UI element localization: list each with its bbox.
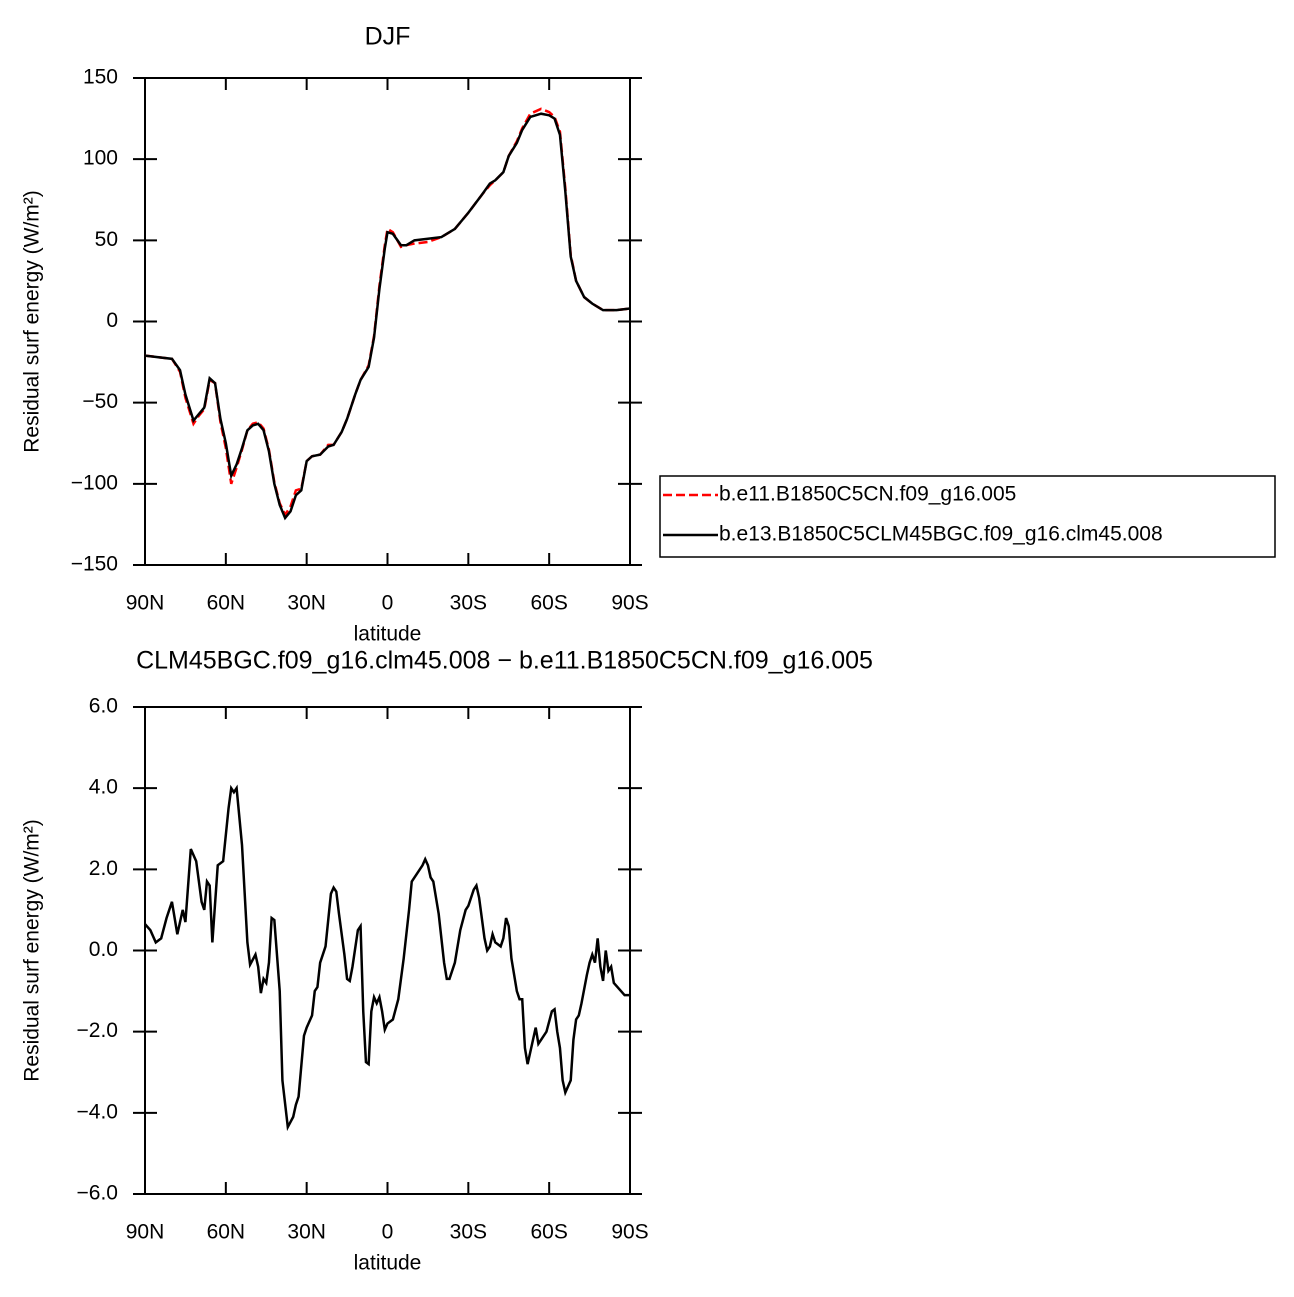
x-tick-label: 90S bbox=[611, 1221, 648, 1244]
x-tick-label: 30N bbox=[287, 592, 326, 615]
x-tick-label: 60S bbox=[530, 1221, 567, 1244]
y-tick-label: 50 bbox=[95, 228, 118, 251]
x-axis-label: latitude bbox=[354, 1252, 422, 1275]
y-tick-label: −4.0 bbox=[77, 1100, 118, 1123]
x-tick-label: 90S bbox=[611, 592, 648, 615]
x-axis-label: latitude bbox=[354, 623, 422, 646]
data-line bbox=[144, 784, 630, 1132]
y-tick-label: −50 bbox=[82, 390, 118, 413]
y-tick-label: 6.0 bbox=[89, 695, 118, 718]
x-tick-label: 30N bbox=[287, 1221, 326, 1244]
x-tick-label: 0 bbox=[382, 1221, 394, 1244]
plot-frame bbox=[144, 706, 631, 1195]
legend-label: b.e13.B1850C5CLM45BGC.f09_g16.clm45.008 bbox=[719, 523, 1163, 546]
chart-title: DJF bbox=[365, 23, 411, 51]
x-tick-label: 60N bbox=[207, 592, 246, 615]
y-tick-label: 4.0 bbox=[89, 776, 118, 799]
legend-label: b.e11.B1850C5CN.f09_g16.005 bbox=[719, 483, 1016, 506]
x-tick-label: 0 bbox=[382, 592, 394, 615]
y-tick-label: −150 bbox=[71, 553, 118, 576]
y-axis-label: Residual surf energy (W/m²) bbox=[21, 819, 44, 1082]
y-tick-label: −2.0 bbox=[77, 1019, 118, 1042]
legend-box bbox=[659, 475, 1276, 558]
y-tick-label: 0 bbox=[106, 309, 118, 332]
x-tick-label: 30S bbox=[450, 1221, 487, 1244]
y-tick-label: 100 bbox=[83, 147, 118, 170]
x-tick-label: 60N bbox=[207, 1221, 246, 1244]
y-tick-label: −100 bbox=[71, 471, 118, 494]
x-tick-label: 30S bbox=[450, 592, 487, 615]
y-tick-label: 150 bbox=[83, 66, 118, 89]
plot-frame bbox=[144, 77, 631, 566]
y-axis-label: Residual surf energy (W/m²) bbox=[21, 190, 44, 453]
y-tick-label: 2.0 bbox=[89, 857, 118, 880]
chart-title: CLM45BGC.f09_g16.clm45.008 − b.e11.B1850… bbox=[136, 647, 873, 675]
x-tick-label: 90N bbox=[126, 1221, 165, 1244]
y-tick-label: 0.0 bbox=[89, 938, 118, 961]
x-tick-label: 60S bbox=[530, 592, 567, 615]
y-tick-label: −6.0 bbox=[77, 1182, 118, 1205]
data-line bbox=[144, 107, 631, 518]
x-tick-label: 90N bbox=[126, 592, 165, 615]
data-line bbox=[144, 112, 631, 521]
